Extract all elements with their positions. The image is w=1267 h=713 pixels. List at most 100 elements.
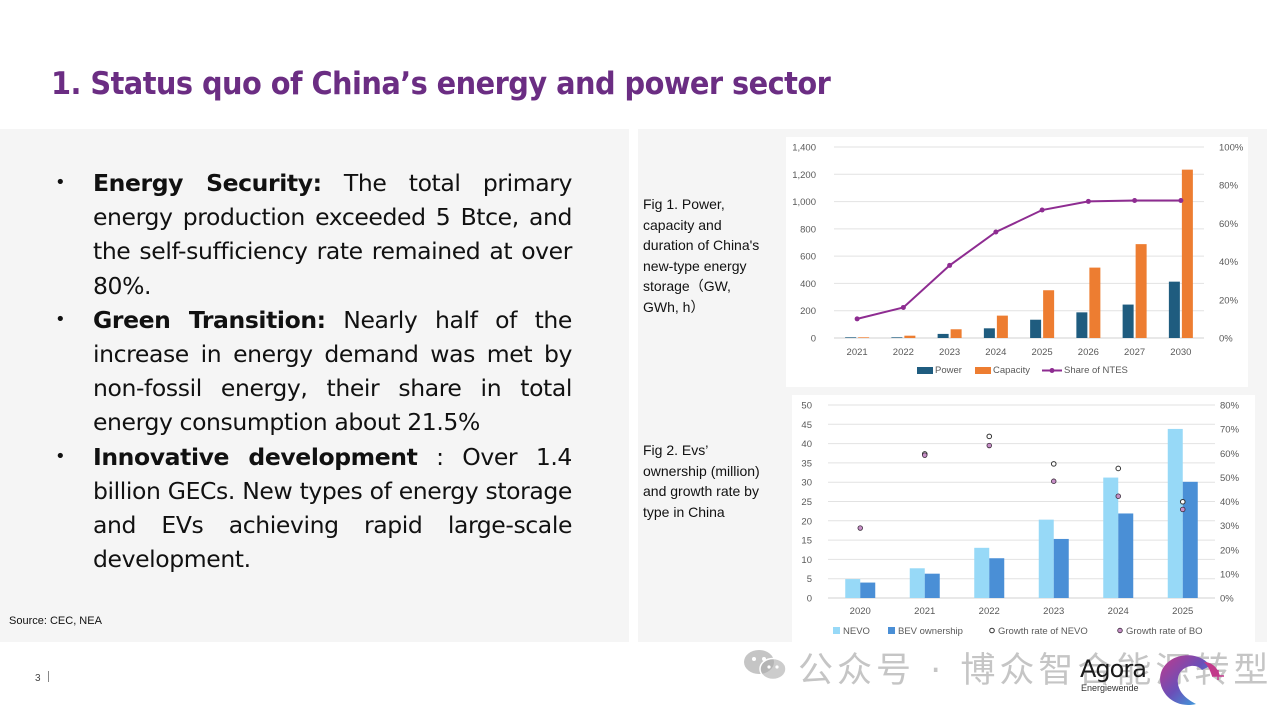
point-share-of-ntes bbox=[1132, 197, 1138, 203]
y2-tick-label: 0% bbox=[1219, 334, 1233, 345]
bar-power bbox=[1168, 281, 1180, 338]
bullet-list: Energy Security: The total primary energ… bbox=[52, 166, 572, 576]
legend-swatch-nevo bbox=[833, 627, 840, 634]
y-tick-label: 5 bbox=[807, 574, 812, 585]
x-tick-label: 2023 bbox=[1043, 606, 1064, 617]
y-tick-label: 400 bbox=[800, 279, 816, 290]
x-tick-label: 2025 bbox=[1032, 347, 1053, 358]
y2-tick-label: 60% bbox=[1219, 219, 1239, 230]
x-tick-label: 2026 bbox=[1078, 347, 1099, 358]
y2-tick-label: 60% bbox=[1220, 449, 1240, 460]
bar-capacity bbox=[950, 329, 962, 338]
bar-power bbox=[937, 333, 949, 338]
y2-tick-label: 40% bbox=[1220, 497, 1240, 508]
legend-label-nevo: NEVO bbox=[843, 626, 870, 637]
bullet-energy-security: Energy Security: The total primary energ… bbox=[52, 166, 572, 303]
legend-label-power: Power bbox=[935, 365, 962, 376]
y-tick-label: 25 bbox=[801, 497, 812, 508]
legend-label-share: Share of NTES bbox=[1064, 365, 1128, 376]
y-tick-label: 0 bbox=[811, 334, 816, 345]
y-tick-label: 10 bbox=[801, 555, 812, 566]
bullet-green-transition: Green Transition: Nearly half of the inc… bbox=[52, 303, 572, 440]
fig1-svg: 0 200 400 600 800 1,000 1,200 1,400 0% 20% 40% 60% 8… bbox=[792, 143, 1244, 377]
bar-power bbox=[1122, 304, 1134, 338]
y-tick-label: 15 bbox=[801, 536, 812, 547]
y2-tick-label: 10% bbox=[1220, 569, 1240, 580]
y2-tick-label: 0% bbox=[1220, 594, 1234, 605]
legend-marker-share bbox=[1049, 368, 1055, 373]
bar-nevo bbox=[974, 547, 990, 598]
y2-tick-label: 30% bbox=[1220, 521, 1240, 532]
legend-label-growth-nevo: Growth rate of NEVO bbox=[998, 626, 1088, 637]
legend-marker-growth-nevo bbox=[989, 627, 995, 634]
point-share-of-ntes bbox=[1178, 197, 1184, 203]
point-share-of-ntes bbox=[1039, 207, 1045, 213]
y2-tick-label: 20% bbox=[1220, 545, 1240, 556]
point-growth-bo bbox=[1115, 493, 1121, 499]
fig2-chart: 0 5 10 15 20 25 30 35 40 45 50 0% 10% 20% 30% 40% 50% 60%… bbox=[792, 395, 1255, 643]
bar-capacity bbox=[1089, 267, 1101, 338]
agora-logo-text: Agora bbox=[1080, 655, 1147, 683]
point-growth-bo bbox=[986, 442, 992, 449]
point-share-of-ntes bbox=[854, 316, 860, 322]
bar-power bbox=[983, 328, 995, 338]
x-tick-label: 2024 bbox=[1108, 606, 1129, 617]
y-tick-label: 1,000 bbox=[792, 197, 816, 208]
source-note: Source: CEC, NEA bbox=[9, 615, 102, 627]
bar-bev-ownership bbox=[924, 573, 940, 598]
line-share-of-ntes bbox=[856, 199, 1181, 320]
point-growth-nevo bbox=[986, 433, 993, 440]
bar-nevo bbox=[845, 579, 861, 598]
point-growth-bo bbox=[1051, 478, 1057, 484]
x-tick-label: 2030 bbox=[1170, 347, 1191, 358]
bar-power bbox=[1030, 319, 1042, 338]
point-share-of-ntes bbox=[947, 262, 953, 268]
bar-nevo bbox=[909, 568, 925, 598]
y-tick-label: 200 bbox=[800, 306, 816, 317]
bar-capacity bbox=[1135, 244, 1147, 338]
bar-nevo bbox=[1103, 477, 1119, 598]
bar-bev-ownership bbox=[1053, 538, 1069, 598]
page-divider bbox=[48, 671, 49, 682]
x-tick-label: 2022 bbox=[979, 606, 1000, 617]
agora-logo-subtitle: Energiewende bbox=[1081, 683, 1139, 693]
x-tick-label: 2023 bbox=[939, 347, 960, 358]
bar-power bbox=[891, 337, 903, 338]
bar-bev-ownership bbox=[1182, 481, 1198, 598]
legend-label-capacity: Capacity bbox=[993, 365, 1030, 376]
bar-capacity bbox=[996, 315, 1008, 338]
bar-bev-ownership bbox=[860, 582, 876, 598]
bullet-innovative-development: Innovative development : Over 1.4 billio… bbox=[52, 440, 572, 577]
fig1-chart: 0 200 400 600 800 1,000 1,200 1,400 0% 20% 40% 60% 8… bbox=[786, 137, 1248, 387]
bullet-text: : Over 1.4 billion GECs. New types of en… bbox=[93, 442, 572, 574]
point-growth-nevo bbox=[1050, 461, 1057, 467]
y-tick-label: 45 bbox=[801, 420, 812, 431]
y-tick-label: 1,200 bbox=[792, 170, 816, 181]
bar-power bbox=[1076, 312, 1088, 338]
y-tick-label: 35 bbox=[801, 458, 812, 469]
point-growth-nevo bbox=[1179, 498, 1186, 505]
bar-bev-ownership bbox=[1118, 513, 1134, 598]
y2-tick-label: 80% bbox=[1220, 401, 1240, 412]
legend-label-bev: BEV ownership bbox=[898, 626, 963, 637]
fig2-svg: 051015202530354045500%10%20%30%40%50%60%… bbox=[801, 401, 1240, 638]
legend-swatch-bev bbox=[888, 627, 895, 634]
legend-swatch-power bbox=[917, 367, 933, 374]
bar-capacity bbox=[1181, 169, 1193, 338]
x-tick-label: 2024 bbox=[985, 347, 1006, 358]
legend-label-growth-bo: Growth rate of BO bbox=[1126, 626, 1203, 637]
y-tick-label: 50 bbox=[801, 401, 812, 412]
bar-capacity bbox=[904, 335, 916, 338]
x-tick-label: 2020 bbox=[850, 606, 871, 617]
bullet-heading: Green Transition: bbox=[93, 305, 326, 334]
x-tick-label: 2025 bbox=[1172, 606, 1193, 617]
y-tick-label: 0 bbox=[807, 594, 812, 605]
y2-tick-label: 50% bbox=[1220, 473, 1240, 484]
bar-nevo bbox=[1038, 519, 1054, 598]
bullet-heading: Innovative development bbox=[93, 442, 418, 471]
point-growth-bo bbox=[1180, 506, 1186, 513]
point-share-of-ntes bbox=[1085, 198, 1091, 204]
y-tick-label: 600 bbox=[800, 252, 816, 263]
point-share-of-ntes bbox=[993, 229, 999, 235]
point-share-of-ntes bbox=[900, 304, 906, 310]
